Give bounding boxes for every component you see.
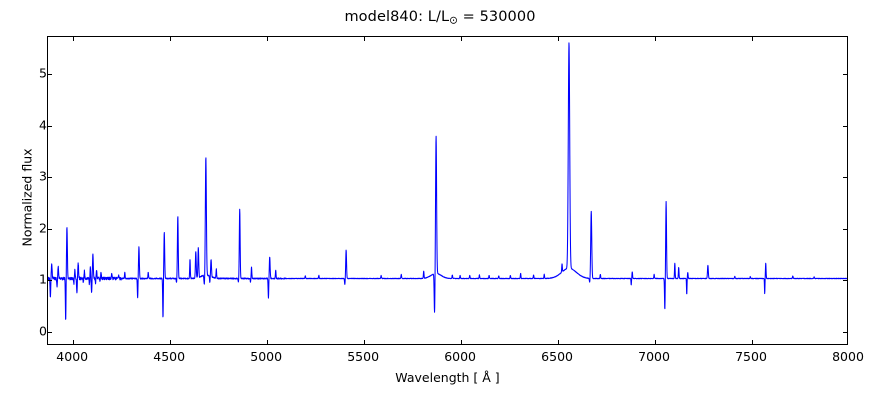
title-colon: : <box>418 9 428 25</box>
title-value: 530000 <box>479 9 536 25</box>
x-tick-label: 4500 <box>153 349 186 364</box>
x-tick-label: 7000 <box>638 349 670 364</box>
y-tick-mark <box>48 125 52 127</box>
x-tick-mark <box>558 37 560 41</box>
y-tick-label: 2 <box>39 220 47 236</box>
x-tick-label: 8000 <box>832 349 864 364</box>
y-tick-mark <box>843 74 847 76</box>
x-tick-label: 7500 <box>735 349 767 364</box>
x-tick-mark <box>752 340 754 344</box>
x-tick-mark <box>364 37 366 41</box>
title-quantity: L/L <box>427 9 450 25</box>
x-tick-label: 5000 <box>250 349 283 364</box>
x-axis-label: Wavelength [ Å ] <box>395 370 500 385</box>
x-tick-label: 4000 <box>56 349 89 364</box>
y-tick-mark <box>48 280 52 282</box>
chart-title: model840: L/L⊙ = 530000 <box>0 9 880 26</box>
y-tick-label: 4 <box>39 117 47 133</box>
x-tick-mark <box>170 340 172 344</box>
y-tick-mark <box>843 177 847 179</box>
y-tick-label: 1 <box>39 271 47 287</box>
y-tick-label: 0 <box>39 323 47 339</box>
y-tick-label: 3 <box>39 168 47 184</box>
x-tick-mark <box>752 37 754 41</box>
x-tick-mark <box>73 37 75 41</box>
x-tick-mark <box>267 340 269 344</box>
x-tick-mark <box>655 37 657 41</box>
y-tick-mark <box>48 177 52 179</box>
spectrum-line-series <box>48 37 847 344</box>
title-equals-sign: = <box>462 9 475 25</box>
x-tick-label: 5500 <box>347 349 380 364</box>
x-tick-mark <box>655 340 657 344</box>
x-tick-mark <box>364 340 366 344</box>
plot-area <box>47 36 848 345</box>
y-tick-mark <box>843 228 847 230</box>
x-tick-mark <box>267 37 269 41</box>
y-tick-mark <box>843 331 847 333</box>
x-tick-mark <box>461 340 463 344</box>
y-tick-mark <box>48 74 52 76</box>
y-tick-mark <box>843 125 847 127</box>
x-tick-label: 6500 <box>541 349 573 364</box>
y-tick-mark <box>48 331 52 333</box>
y-tick-label: 5 <box>39 65 47 81</box>
spectrum-curve <box>48 43 847 319</box>
x-tick-mark <box>461 37 463 41</box>
title-model-name: model840 <box>344 9 419 25</box>
x-tick-mark <box>170 37 172 41</box>
y-tick-mark <box>843 280 847 282</box>
x-tick-mark <box>558 340 560 344</box>
y-tick-mark <box>48 228 52 230</box>
y-axis-label: Normalized flux <box>19 148 35 247</box>
sun-symbol-icon: ⊙ <box>449 14 458 27</box>
x-tick-label: 6000 <box>444 349 476 364</box>
x-tick-mark <box>73 340 75 344</box>
